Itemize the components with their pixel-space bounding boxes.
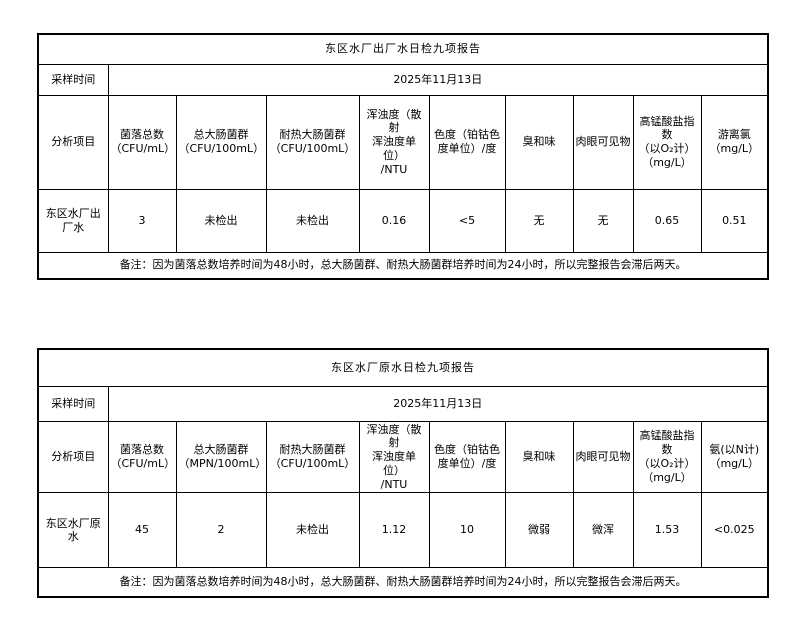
value-thermotolerant-coliforms: 未检出	[265, 492, 360, 569]
value-visible-matter: 无	[572, 188, 634, 253]
header-row: 分析项目 菌落总数 （CFU/mL） 总大肠菌群 （CFU/100mL） 耐热大…	[37, 94, 769, 190]
column-header-colony-count: 菌落总数 （CFU/mL）	[107, 420, 177, 494]
column-header-total-coliforms: 总大肠菌群 （MPN/100mL）	[175, 420, 267, 494]
column-header-free-chlorine: 游离氯 （mg/L）	[700, 94, 769, 190]
value-visible-matter: 微浑	[572, 492, 634, 569]
column-header-chromaticity: 色度（铂钴色 度单位）/度	[428, 94, 506, 190]
finished-water-report-table: 东区水厂出厂水日检九项报告 采样时间 2025年11月13日 分析项目 菌落总数…	[37, 33, 770, 280]
note-row: 备注：因为菌落总数培养时间为48小时，总大肠菌群、耐热大肠菌群培养时间为24小时…	[37, 251, 769, 280]
report-title: 东区水厂原水日检九项报告	[37, 348, 769, 387]
data-row: 东区水厂原 水 45 2 未检出 1.12 10 微弱 微浑 1.53 <0.0…	[37, 492, 769, 569]
value-turbidity: 0.16	[358, 188, 430, 253]
note-cell: 备注：因为菌落总数培养时间为48小时，总大肠菌群、耐热大肠菌群培养时间为24小时…	[37, 251, 769, 280]
column-header-permanganate-index: 高锰酸盐指数 （以O₂计） （mg/L）	[632, 94, 702, 190]
column-header-turbidity: 浑浊度（散射 浑浊度单位） /NTU	[358, 420, 430, 494]
column-header-analysis-items: 分析项目	[37, 94, 109, 190]
value-total-coliforms: 未检出	[175, 188, 267, 253]
value-chromaticity: <5	[428, 188, 506, 253]
column-header-analysis-items: 分析项目	[37, 420, 109, 494]
value-total-coliforms: 2	[175, 492, 267, 569]
column-header-visible-matter: 肉眼可见物	[572, 420, 634, 494]
value-colony-count: 3	[107, 188, 177, 253]
data-row: 东区水厂出 厂水 3 未检出 未检出 0.16 <5 无 无 0.65 0.51	[37, 188, 769, 253]
column-header-odor-taste: 臭和味	[504, 94, 574, 190]
value-thermotolerant-coliforms: 未检出	[265, 188, 360, 253]
title-row: 东区水厂出厂水日检九项报告	[37, 33, 769, 65]
sample-name-cell: 东区水厂出 厂水	[37, 188, 109, 253]
sampling-time-row: 采样时间 2025年11月13日	[37, 63, 769, 96]
value-colony-count: 45	[107, 492, 177, 569]
column-header-visible-matter: 肉眼可见物	[572, 94, 634, 190]
column-header-ammonia: 氨(以N计) （mg/L）	[700, 420, 769, 494]
sampling-date: 2025年11月13日	[107, 385, 769, 422]
sampling-time-label: 采样时间	[37, 63, 109, 96]
sampling-time-label: 采样时间	[37, 385, 109, 422]
value-chromaticity: 10	[428, 492, 506, 569]
value-turbidity: 1.12	[358, 492, 430, 569]
note-row: 备注：因为菌落总数培养时间为48小时，总大肠菌群、耐热大肠菌群培养时间为24小时…	[37, 567, 769, 598]
column-header-total-coliforms: 总大肠菌群 （CFU/100mL）	[175, 94, 267, 190]
column-header-chromaticity: 色度（铂钴色 度单位）/度	[428, 420, 506, 494]
column-header-permanganate-index: 高锰酸盐指数 （以O₂计） （mg/L）	[632, 420, 702, 494]
value-permanganate-index: 1.53	[632, 492, 702, 569]
sample-name-cell: 东区水厂原 水	[37, 492, 109, 569]
column-header-turbidity: 浑浊度（散射 浑浊度单位） /NTU	[358, 94, 430, 190]
column-header-thermotolerant-coliforms: 耐热大肠菌群 （CFU/100mL）	[265, 420, 360, 494]
value-ammonia: <0.025	[700, 492, 769, 569]
sampling-date: 2025年11月13日	[107, 63, 769, 96]
value-odor-taste: 无	[504, 188, 574, 253]
raw-water-report-table: 东区水厂原水日检九项报告 采样时间 2025年11月13日 分析项目 菌落总数 …	[37, 348, 769, 598]
note-cell: 备注：因为菌落总数培养时间为48小时，总大肠菌群、耐热大肠菌群培养时间为24小时…	[37, 567, 769, 598]
value-permanganate-index: 0.65	[632, 188, 702, 253]
column-header-thermotolerant-coliforms: 耐热大肠菌群 （CFU/100mL）	[265, 94, 360, 190]
value-free-chlorine: 0.51	[700, 188, 769, 253]
column-header-colony-count: 菌落总数 （CFU/mL）	[107, 94, 177, 190]
report-title: 东区水厂出厂水日检九项报告	[37, 33, 769, 65]
column-header-odor-taste: 臭和味	[504, 420, 574, 494]
sampling-time-row: 采样时间 2025年11月13日	[37, 385, 769, 422]
value-odor-taste: 微弱	[504, 492, 574, 569]
header-row: 分析项目 菌落总数 （CFU/mL） 总大肠菌群 （MPN/100mL） 耐热大…	[37, 420, 769, 494]
title-row: 东区水厂原水日检九项报告	[37, 348, 769, 387]
